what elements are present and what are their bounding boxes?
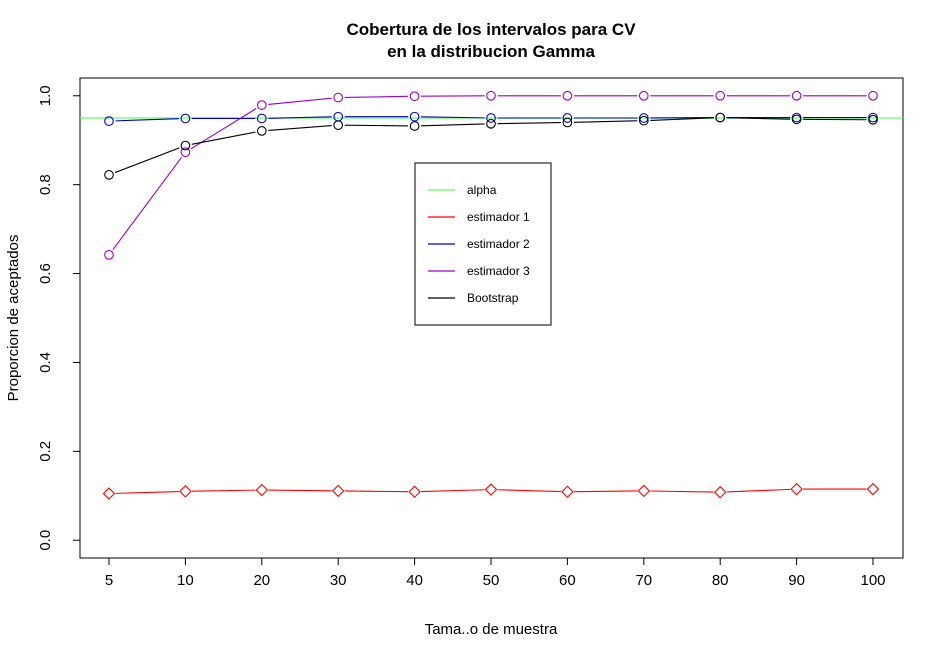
legend-label-alpha: alpha xyxy=(467,183,497,197)
estimador-1-segment xyxy=(421,489,485,493)
x-axis-label: Tama..o de muestra xyxy=(425,621,558,638)
bootstrap-segment xyxy=(344,124,409,127)
estimador-1-point xyxy=(102,487,116,500)
bootstrap-point xyxy=(180,140,191,151)
bootstrap-segment xyxy=(421,123,485,127)
estimador-3-point xyxy=(180,147,191,158)
estimador-3-point xyxy=(104,250,114,260)
x-tick-label: 60 xyxy=(559,572,576,589)
bootstrap-point xyxy=(562,117,573,128)
legend-label-bootstrap: Bootstrap xyxy=(467,291,519,305)
bootstrap-point xyxy=(638,115,649,126)
bootstrap-point xyxy=(715,112,726,123)
bootstrap-segment xyxy=(114,147,180,174)
estimador-2-point xyxy=(409,111,420,122)
bootstrap-point xyxy=(333,120,344,130)
bootstrap-point xyxy=(409,121,420,131)
estimador-3-point xyxy=(409,91,420,102)
estimador-1-segment xyxy=(191,489,256,492)
bootstrap-segment xyxy=(650,117,714,121)
estimador-3-segment xyxy=(112,157,182,251)
estimador-2-segment xyxy=(268,116,332,119)
estimador-2-point xyxy=(104,116,114,126)
y-tick-label: 1.0 xyxy=(37,85,54,106)
x-tick-label: 30 xyxy=(330,572,347,589)
y-axis-label: Proporcion de aceptados xyxy=(5,235,22,402)
bootstrap-segment xyxy=(497,122,561,125)
bootstrap-point xyxy=(868,114,878,125)
bootstrap-point xyxy=(256,126,267,136)
estimador-1-point xyxy=(561,485,574,499)
chart-title-line-2: en la distribucion Gamma xyxy=(387,42,595,61)
bootstrap-segment xyxy=(726,117,791,120)
estimador-3-segment xyxy=(268,97,332,106)
x-tick-label: 5 xyxy=(105,572,113,589)
x-tick-label: 40 xyxy=(406,572,423,589)
estimador-3-segment xyxy=(344,95,409,98)
bootstrap-segment xyxy=(191,131,256,145)
estimador-3-point xyxy=(486,90,496,101)
estimador-1-segment xyxy=(573,490,638,493)
estimador-1-segment xyxy=(650,490,714,493)
plot-layer: 5 10 20 30 40 50 60 70 80 90 100 0.0 0.2 0.4 0.6 0.8 1.0 xyxy=(37,85,903,589)
estimador-3-point xyxy=(638,90,649,101)
legend: alpha estimador 1 estimador 2 estimador 3 Bo… xyxy=(414,162,552,326)
estimador-1-segment xyxy=(726,488,791,493)
estimador-1-point xyxy=(866,482,880,496)
x-tick-label: 80 xyxy=(712,572,729,589)
bootstrap-point xyxy=(791,114,802,125)
bootstrap-segment xyxy=(268,125,332,131)
estimador-2-segment xyxy=(421,116,485,119)
x-tick-label: 10 xyxy=(177,572,194,589)
x-tick-label: 70 xyxy=(635,572,652,589)
estimador-1-segment xyxy=(268,489,332,492)
estimador-1-point xyxy=(637,484,651,498)
estimador-3-point xyxy=(562,90,573,101)
bootstrap-point xyxy=(104,170,114,180)
estimador-3-point xyxy=(333,92,344,103)
y-tick-label: 0.4 xyxy=(37,352,54,373)
bootstrap-point xyxy=(486,118,496,129)
y-tick-label: 0.0 xyxy=(37,530,54,551)
x-tick-label: 50 xyxy=(483,572,500,589)
estimador-1-segment xyxy=(344,490,409,493)
estimador-2-point xyxy=(638,113,649,123)
estimador-1-segment xyxy=(115,490,179,494)
legend-label-estimador-2: estimador 2 xyxy=(467,237,530,251)
estimador-2-point xyxy=(180,113,191,124)
estimador-1-point xyxy=(179,485,192,498)
estimador-2-point xyxy=(256,113,267,124)
bootstrap-segment xyxy=(573,120,638,123)
y-tick-label: 0.6 xyxy=(37,263,54,284)
legend-label-estimador-3: estimador 3 xyxy=(467,264,530,278)
estimador-2-point xyxy=(486,113,496,123)
estimador-3-point xyxy=(868,90,878,101)
estimador-2-point xyxy=(562,113,573,123)
x-tick-label: 100 xyxy=(860,572,885,589)
legend-label-estimador-1: estimador 1 xyxy=(467,210,530,224)
estimador-1-point xyxy=(790,482,803,496)
x-tick-label: 20 xyxy=(253,572,270,589)
estimador-1-segment xyxy=(497,489,561,493)
estimador-1-point xyxy=(331,484,345,498)
estimador-1-point xyxy=(255,483,269,497)
estimador-3-point xyxy=(791,90,802,101)
estimador-2-point xyxy=(333,111,344,122)
estimador-1-point xyxy=(484,483,498,496)
x-tick-label: 90 xyxy=(788,572,805,589)
estimador-2-segment xyxy=(115,118,179,122)
y-tick-label: 0.8 xyxy=(37,174,54,195)
estimador-1-point xyxy=(713,485,727,499)
y-tick-label: 0.2 xyxy=(37,441,54,462)
estimador-3-point xyxy=(256,100,267,110)
estimador-1-point xyxy=(408,485,421,499)
estimador-3-point xyxy=(715,90,726,101)
chart-title-line-1: Cobertura de los intervalos para CV xyxy=(346,20,636,39)
